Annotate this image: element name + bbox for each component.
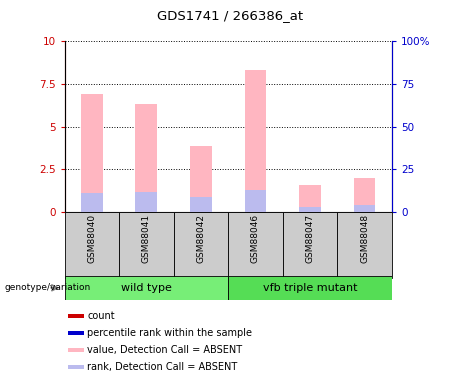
Bar	[244, 70, 266, 212]
Bar	[299, 184, 321, 212]
Text: GSM88048: GSM88048	[360, 214, 369, 263]
Bar	[65, 276, 228, 300]
Bar	[81, 193, 103, 212]
Bar	[81, 94, 103, 212]
Text: value, Detection Call = ABSENT: value, Detection Call = ABSENT	[87, 345, 242, 355]
Bar	[65, 212, 119, 278]
Text: percentile rank within the sample: percentile rank within the sample	[87, 328, 252, 338]
Text: rank, Detection Call = ABSENT: rank, Detection Call = ABSENT	[87, 362, 237, 372]
Bar	[299, 207, 321, 212]
Bar	[283, 212, 337, 278]
Bar	[228, 212, 283, 278]
Bar	[190, 196, 212, 212]
Text: GDS1741 / 266386_at: GDS1741 / 266386_at	[158, 9, 303, 22]
Bar	[68, 348, 84, 352]
Text: wild type: wild type	[121, 283, 172, 293]
Bar	[354, 178, 375, 212]
Bar	[119, 212, 174, 278]
Text: vfb triple mutant: vfb triple mutant	[263, 283, 357, 293]
Bar	[68, 314, 84, 318]
Bar	[244, 190, 266, 212]
Text: GSM88040: GSM88040	[87, 214, 96, 263]
Bar	[136, 192, 157, 212]
Text: GSM88042: GSM88042	[196, 214, 206, 263]
Text: GSM88046: GSM88046	[251, 214, 260, 263]
Bar	[174, 212, 228, 278]
Bar	[354, 205, 375, 212]
Text: genotype/variation: genotype/variation	[5, 284, 91, 292]
Text: count: count	[87, 311, 115, 321]
Bar	[68, 331, 84, 335]
Text: GSM88041: GSM88041	[142, 214, 151, 263]
Bar	[190, 146, 212, 212]
Bar	[136, 104, 157, 212]
Bar	[68, 364, 84, 369]
Bar	[228, 276, 392, 300]
Bar	[337, 212, 392, 278]
Text: GSM88047: GSM88047	[306, 214, 314, 263]
